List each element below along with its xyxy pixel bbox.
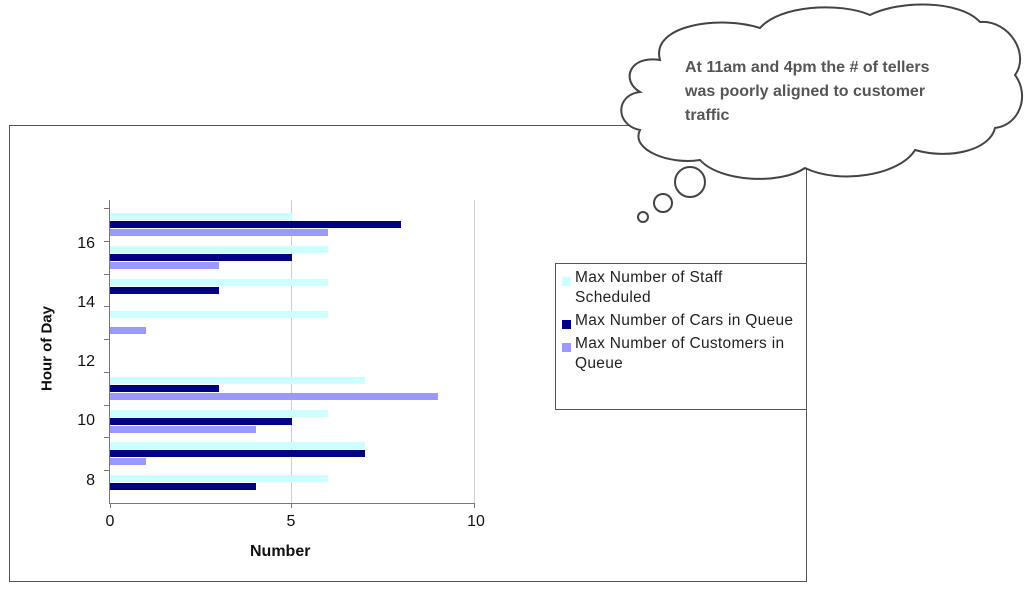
legend-swatch	[562, 277, 571, 286]
bar	[110, 458, 147, 466]
x-tick-label: 0	[105, 513, 115, 530]
x-tick	[291, 503, 292, 508]
bar	[110, 425, 256, 433]
y-tick	[104, 208, 110, 210]
legend-item-staff: Max Number of Staff Scheduled	[562, 268, 800, 308]
x-tick-label: 10	[467, 513, 485, 530]
legend-swatch	[562, 320, 571, 329]
bar	[110, 311, 329, 319]
y-tick-label: 16	[77, 235, 95, 252]
legend-label: Max Number of Cars in Queue	[575, 312, 794, 329]
y-tick	[104, 437, 110, 439]
x-axis	[109, 503, 475, 504]
y-tick-label: 8	[86, 472, 95, 489]
bar	[110, 229, 329, 237]
y-tick	[104, 371, 110, 373]
gridline-10	[474, 200, 475, 503]
y-axis	[109, 200, 110, 504]
bar	[110, 384, 220, 392]
y-tick-label: 14	[77, 294, 95, 311]
bar	[110, 261, 220, 269]
bar	[110, 286, 220, 294]
bar	[110, 213, 292, 221]
callout-text: At 11am and 4pm the # of tellers was poo…	[685, 59, 930, 124]
gridline-5	[291, 200, 292, 503]
x-tick	[110, 503, 111, 508]
x-axis-title: Number	[250, 543, 311, 560]
legend-label: Max Number of Staff Scheduled	[575, 269, 723, 306]
bar	[110, 245, 329, 253]
bar	[110, 450, 365, 458]
thought-cloud-icon	[620, 3, 1024, 223]
legend-item-customers: Max Number of Customers in Queue	[562, 334, 800, 374]
y-tick	[104, 404, 110, 406]
bar	[110, 327, 147, 335]
bar	[110, 442, 365, 450]
y-tick	[104, 339, 110, 341]
y-tick	[104, 240, 110, 242]
bar	[110, 253, 292, 261]
legend-item-cars: Max Number of Cars in Queue	[562, 311, 800, 331]
bar	[110, 221, 402, 229]
bar	[110, 417, 292, 425]
y-tick	[104, 273, 110, 275]
y-tick	[104, 306, 110, 308]
bar	[110, 409, 329, 417]
bar	[110, 392, 438, 400]
bar	[110, 483, 256, 491]
legend: Max Number of Staff Scheduled Max Number…	[555, 263, 807, 410]
y-tick-label: 10	[77, 412, 95, 429]
y-tick-label: 12	[77, 353, 95, 370]
x-tick	[474, 503, 475, 508]
x-tick-label: 5	[286, 513, 296, 530]
bar	[110, 278, 329, 286]
legend-label: Max Number of Customers in Queue	[575, 335, 785, 372]
bar	[110, 475, 329, 483]
y-tick	[104, 470, 110, 472]
bar	[110, 376, 365, 384]
y-axis-title: Hour of Day	[38, 306, 56, 392]
legend-swatch	[562, 343, 571, 352]
